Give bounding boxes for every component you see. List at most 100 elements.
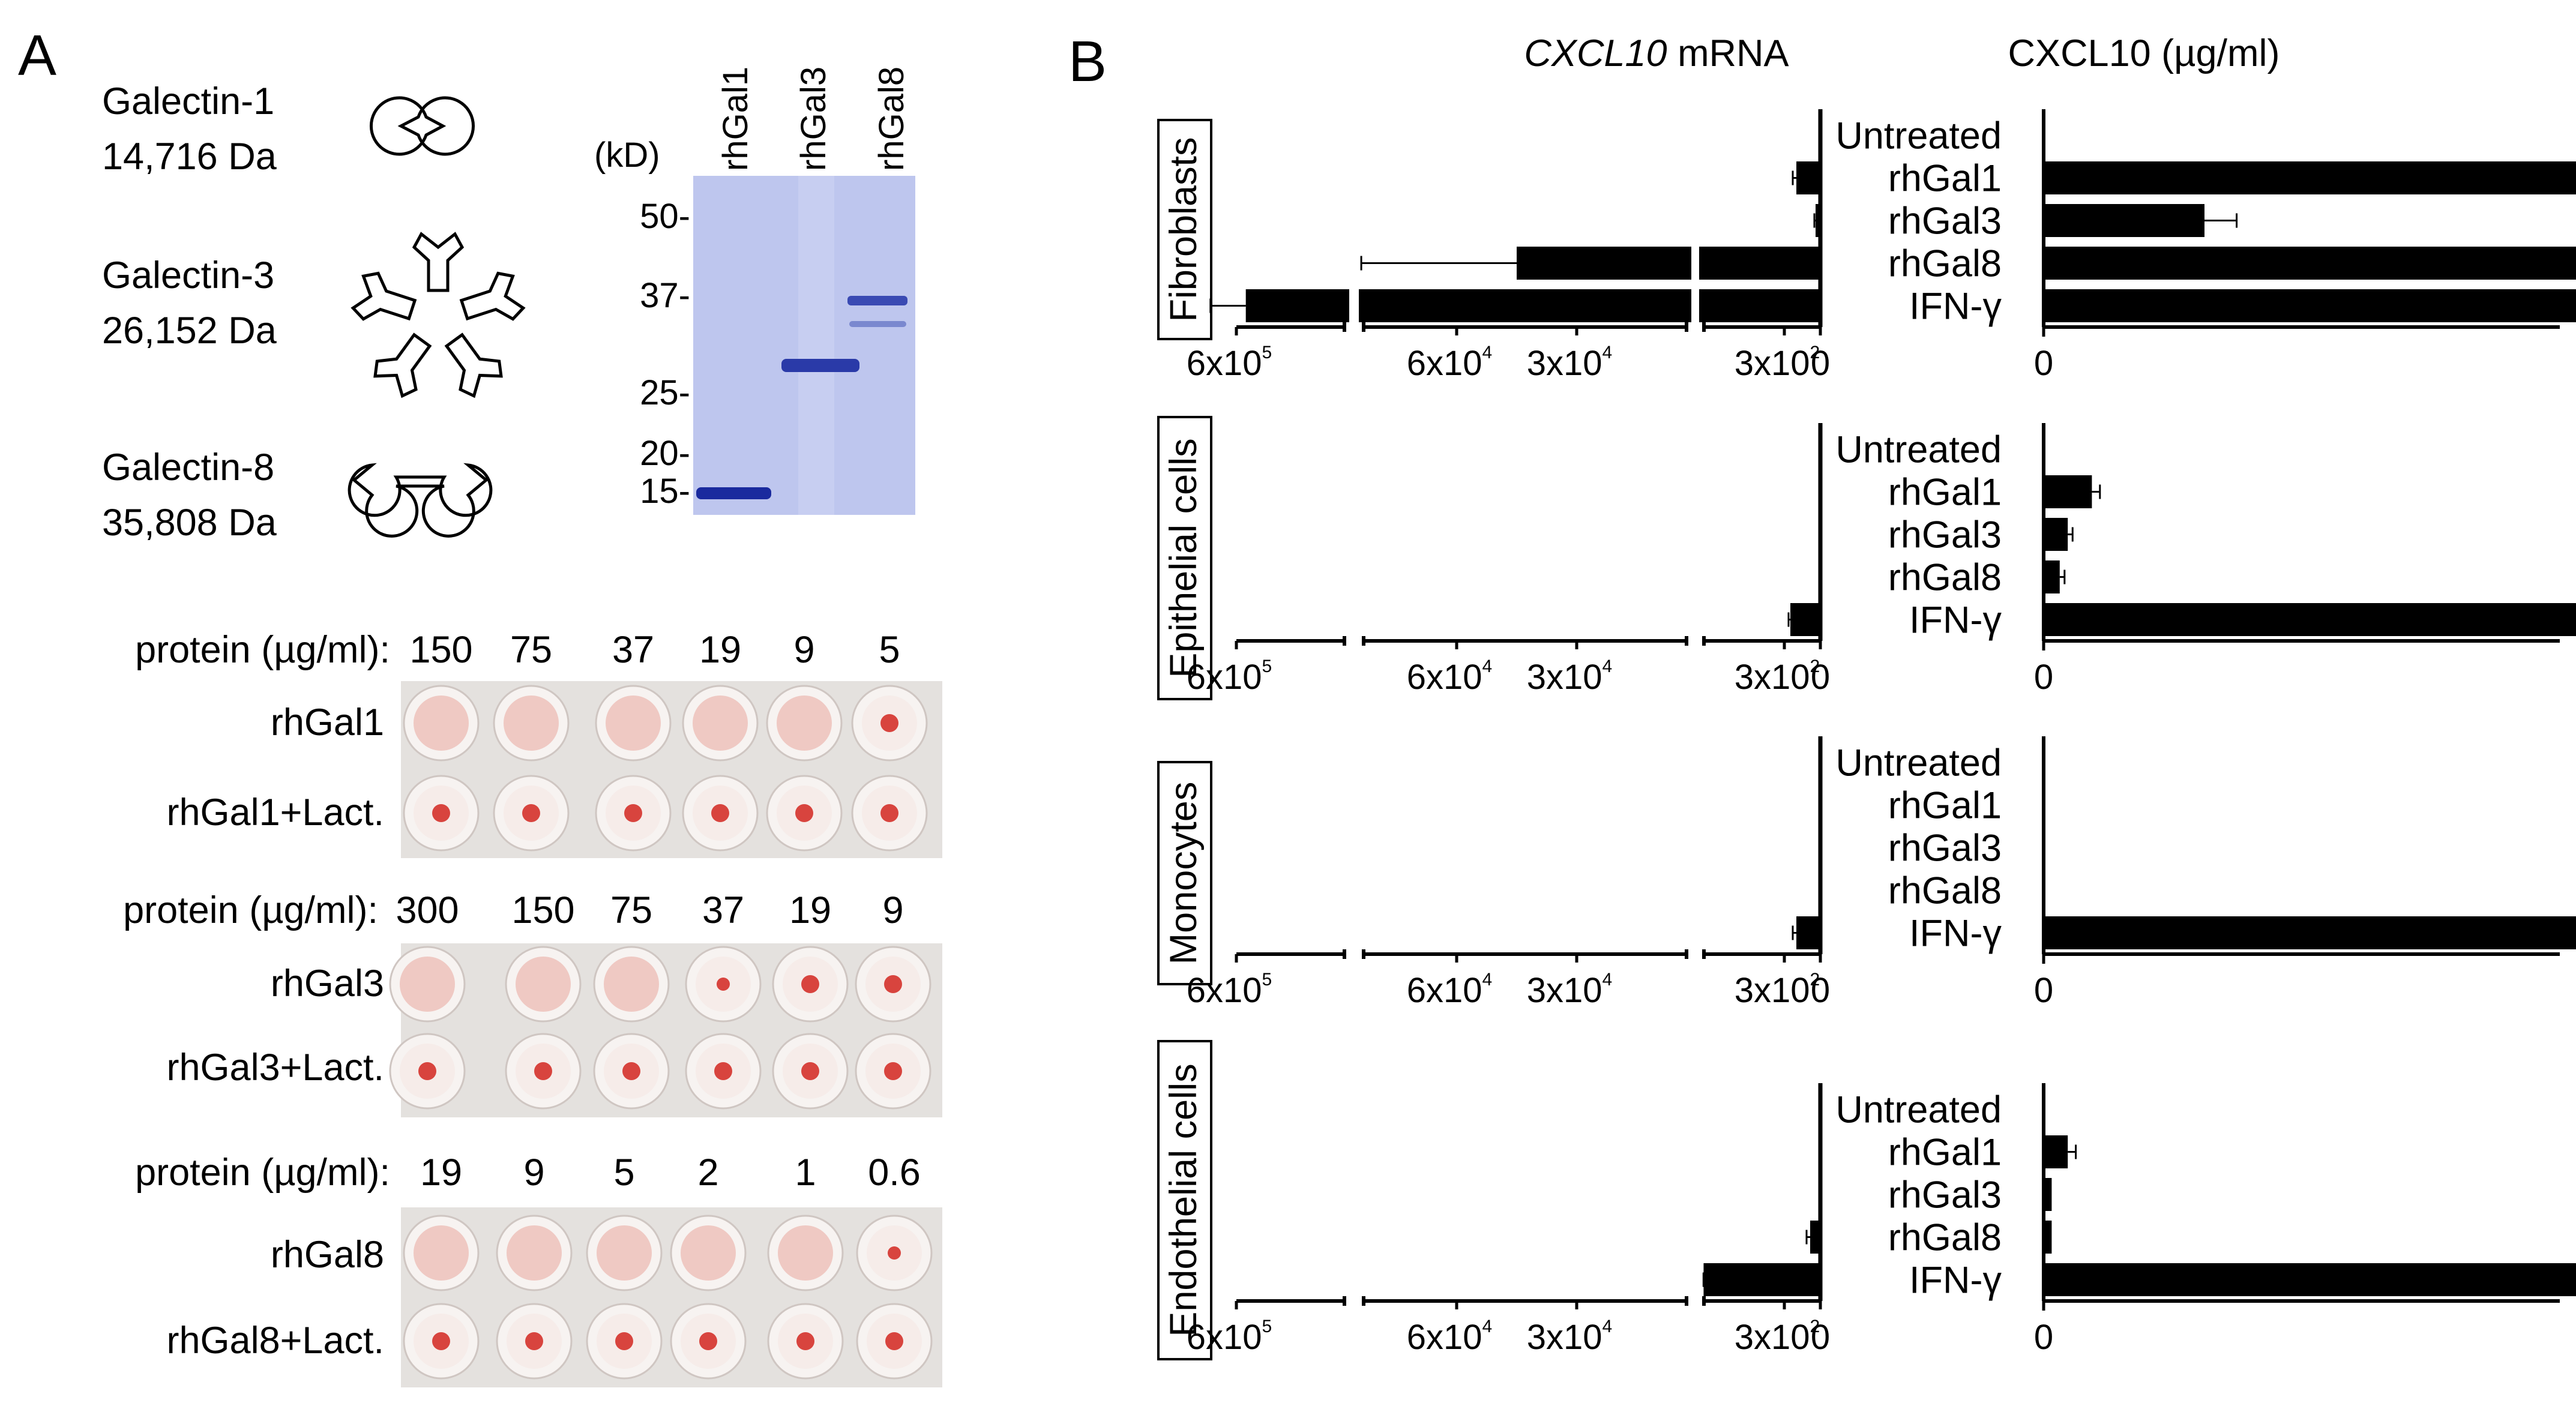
category-label: Untreated: [1835, 742, 2002, 784]
protein-bar: [2044, 560, 2060, 593]
tick-base: 3x10: [1735, 658, 1810, 697]
conc-3-4: 2: [697, 1152, 718, 1194]
conc-3-6: 0.6: [868, 1152, 921, 1194]
gel-band-rhgal1: [696, 487, 771, 499]
gel-lane-rhgal3: rhGal3: [794, 67, 833, 171]
mrna-bar: [1816, 204, 1820, 237]
category-label: rhGal3: [1888, 200, 2002, 242]
galectin-8-tandem-icon: [348, 463, 493, 538]
row-label-rhgal1-lact: rhGal1+Lact.: [167, 792, 384, 834]
tick-exponent: 5: [1262, 1317, 1272, 1336]
category-label: rhGal8: [1888, 557, 2002, 599]
mrna-x-tick-label: 0: [1811, 658, 1830, 697]
conc-2-5: 19: [789, 889, 831, 931]
cell-type-label: Monocytes: [1163, 782, 1205, 965]
panel-b: B CXCL10 mRNA CXCL10 (µg/ml) Fibroblasts…: [1068, 29, 2576, 1360]
mrna-bar: [1790, 603, 1820, 636]
hemagglutination-rhgal8: protein (µg/ml): 19 9 5 2 1 0.6 rhGal8 r…: [135, 1152, 942, 1387]
mrna-x-tick-label: 6x104: [1407, 343, 1492, 383]
cell-type-box: [1157, 119, 1212, 340]
conc-2-1: 300: [396, 889, 459, 931]
category-label: Untreated: [1835, 115, 2002, 157]
bar-break-gap: [1691, 245, 1699, 281]
tick-base: 3x10: [1735, 1318, 1810, 1357]
cell-type-box: [1157, 761, 1212, 985]
hemagglutination-rhgal1: protein (µg/ml): 150 75 37 19 9 5 rhGal1…: [135, 629, 942, 858]
gel-lane-rhgal8: rhGal8: [872, 67, 911, 171]
tick-exponent: 5: [1262, 343, 1272, 362]
category-label: IFN-γ: [1909, 1260, 2002, 1302]
mrna-x-tick-label: 3x102: [1735, 970, 1820, 1010]
well: [682, 775, 759, 852]
tick-exponent: 4: [1602, 970, 1613, 990]
mrna-x-tick-label: 6x105: [1187, 343, 1272, 383]
galectin-3-pentamer-icon: [351, 232, 526, 398]
tick-exponent: 2: [1810, 343, 1820, 362]
mrna-x-tick-label: 0: [1811, 971, 1830, 1010]
sds-page-gel: (kD) 50- 37- 25- 20- 15- rhGal1 rhGal3 r…: [594, 67, 915, 515]
category-label: rhGal3: [1888, 514, 2002, 556]
tick-exponent: 5: [1262, 970, 1272, 990]
well: [593, 946, 670, 1023]
gel-lane-shade: [798, 176, 834, 515]
galectin-1-mass: 14,716 Da: [102, 136, 277, 178]
well: [682, 685, 759, 762]
mrna-x-tick-label: 3x104: [1527, 343, 1612, 383]
panel-letter-a: A: [18, 23, 56, 88]
well: [593, 1033, 670, 1110]
tick-base: 3x10: [1527, 344, 1602, 383]
category-label: rhGal1: [1888, 785, 2002, 827]
well: [772, 1033, 849, 1110]
chart-panel-fibro: Fibroblasts6x1056x1043x1043x102004812Unt…: [1157, 109, 2576, 383]
mrna-bar: [1810, 1221, 1820, 1254]
conc-1-1: 150: [409, 629, 472, 671]
panel-letter-b: B: [1068, 29, 1107, 94]
tick-base: 6x10: [1407, 971, 1482, 1010]
well: [767, 1303, 844, 1380]
tick-exponent: 4: [1602, 1317, 1613, 1336]
category-label: IFN-γ: [1909, 286, 2002, 328]
category-label: rhGal1: [1888, 158, 2002, 200]
tick-exponent: 4: [1482, 970, 1493, 990]
galectin-3-name: Galectin-3: [102, 254, 274, 296]
mrna-x-tick-label: 3x102: [1735, 656, 1820, 697]
mrna-x-tick-label: 3x102: [1735, 343, 1820, 383]
row-label-rhgal3: rhGal3: [271, 963, 384, 1005]
conc-2-2: 150: [511, 889, 574, 931]
chart-panel-mono: Monocytes6x1056x1043x1043x102004812Untre…: [1157, 736, 2576, 1010]
well: [493, 775, 570, 852]
mrna-x-tick-label: 0: [1811, 1318, 1830, 1357]
mrna-bar: [1796, 916, 1820, 949]
conc-3-3: 5: [613, 1152, 634, 1194]
tick-exponent: 4: [1602, 656, 1613, 676]
gel-band-rhgal8: [847, 296, 907, 305]
mrna-x-tick-label: 3x104: [1527, 1317, 1612, 1357]
mrna-title-rest: mRNA: [1667, 32, 1789, 74]
category-label: rhGal3: [1888, 1174, 2002, 1216]
well: [851, 685, 928, 762]
well: [496, 1303, 573, 1380]
tick-exponent: 4: [1482, 656, 1493, 676]
well: [403, 685, 480, 762]
protein-x-tick-label: 0: [2034, 658, 2053, 697]
well: [496, 1215, 573, 1291]
galectin-1-name: Galectin-1: [102, 80, 274, 122]
tick-base: 6x10: [1187, 1318, 1262, 1357]
gel-band-rhgal8-minor: [849, 321, 906, 327]
mrna-x-tick-label: 6x105: [1187, 970, 1272, 1010]
row-label-rhgal1: rhGal1: [271, 701, 384, 744]
tick-base: 3x10: [1735, 971, 1810, 1010]
conc-1-6: 5: [879, 629, 900, 671]
well: [493, 685, 570, 762]
tick-exponent: 2: [1810, 656, 1820, 676]
category-label: Untreated: [1835, 429, 2002, 471]
tick-base: 6x10: [1407, 658, 1482, 697]
mrna-title: CXCL10 mRNA: [1524, 32, 1789, 74]
mrna-x-tick-label: 6x104: [1407, 1317, 1492, 1357]
protein-bar: [2044, 1135, 2068, 1168]
marker-25: 25-: [640, 373, 690, 412]
conc-3-1: 19: [420, 1152, 462, 1194]
protein-bar: [2044, 289, 2576, 322]
category-label: IFN-γ: [1909, 913, 2002, 955]
